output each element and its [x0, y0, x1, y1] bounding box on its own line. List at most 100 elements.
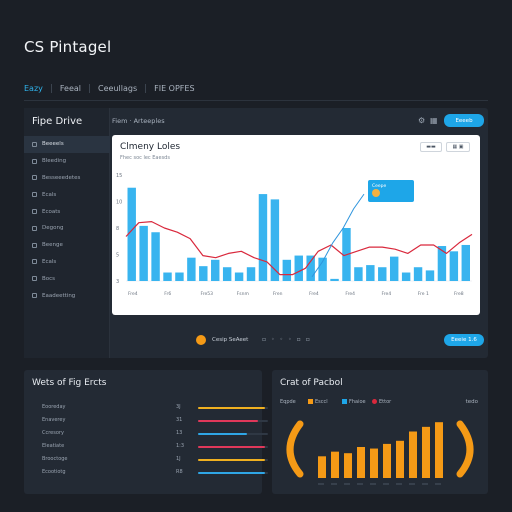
chart-bar[interactable]: [175, 272, 184, 281]
stat-bar: [198, 407, 268, 409]
sidebar-item[interactable]: Beenge: [24, 237, 110, 254]
top-tab[interactable]: FIE OPFES: [145, 84, 202, 93]
orange-bar[interactable]: [422, 426, 430, 478]
stat-row[interactable]: Enaverey 31: [38, 417, 268, 425]
chart-bar[interactable]: [461, 244, 470, 281]
pager-label: Cesip SeAeet: [212, 337, 249, 343]
pager-button[interactable]: Eeeie 1.6: [444, 334, 484, 346]
chart-bar[interactable]: [211, 259, 220, 281]
legend-item[interactable]: Fhaioe: [342, 399, 366, 405]
chart-bar[interactable]: [306, 255, 315, 281]
legend-item[interactable]: Ettor: [372, 399, 391, 405]
chart-bar[interactable]: [139, 225, 148, 281]
stat-label: Enaverey: [42, 417, 66, 423]
tooltip-label: Ceepe: [372, 183, 387, 189]
sidebar-item[interactable]: Ecals: [24, 254, 110, 271]
bars-panel-title: Crat of Pacbol: [280, 378, 343, 388]
orange-bar[interactable]: [435, 422, 443, 478]
pager-controls[interactable]: ▫◦◦◦▫▫: [262, 336, 315, 343]
chart-bar[interactable]: [258, 194, 268, 281]
chart-bar[interactable]: [354, 267, 363, 281]
stat-row[interactable]: Ccresory 13: [38, 430, 268, 438]
chart-bar[interactable]: [330, 278, 339, 281]
chart-bar[interactable]: [425, 270, 435, 281]
grid-icon[interactable]: ▦: [430, 116, 438, 125]
orange-bar[interactable]: [383, 443, 391, 478]
divider: [24, 100, 488, 101]
legend-swatch: [342, 399, 347, 404]
y-tick-label: 3: [116, 279, 119, 285]
chart-bar[interactable]: [282, 259, 292, 281]
top-tab[interactable]: Feeal: [50, 84, 89, 93]
stat-bar-fill: [198, 459, 265, 461]
stat-bar: [198, 420, 268, 422]
stat-label: Ccresory: [42, 430, 64, 436]
sidebar-item[interactable]: Ecoats: [24, 203, 110, 220]
sidebar-item[interactable]: Ecals: [24, 186, 110, 203]
left-arc: [286, 420, 304, 478]
chart-bar[interactable]: [222, 267, 232, 281]
stat-value: 3J: [176, 404, 181, 410]
y-tick-label: 8: [116, 226, 119, 232]
sidebar-item[interactable]: Besseeedetes: [24, 170, 110, 187]
stat-bar-fill: [198, 420, 258, 422]
sidebar-item[interactable]: Bocs: [24, 270, 110, 287]
orange-bar[interactable]: [370, 448, 378, 478]
orange-bar[interactable]: [357, 447, 365, 478]
chart-bar[interactable]: [294, 255, 303, 281]
x-tick-label: Fre8: [454, 291, 464, 297]
primary-button[interactable]: Eeeeb: [444, 114, 484, 127]
x-tick-label: Fre4: [382, 291, 392, 297]
pager: Cesip SeAeet ▫◦◦◦▫▫ Eeeie 1.6: [112, 334, 484, 348]
chart-bar[interactable]: [127, 187, 136, 281]
avatar: [372, 189, 380, 197]
chart-bar[interactable]: [318, 257, 327, 281]
menu-button[interactable]: ▬▬: [420, 142, 442, 152]
breadcrumb[interactable]: Fiem · Arteeples: [112, 117, 165, 125]
chart-bar[interactable]: [389, 256, 399, 281]
chart-bar[interactable]: [270, 199, 280, 281]
top-tab[interactable]: Eazy: [24, 84, 43, 93]
legend-item[interactable]: Esccl: [308, 399, 328, 405]
sidebar-item-label: Ecoats: [42, 208, 61, 215]
orange-bar[interactable]: [318, 456, 326, 478]
sidebar-item-label: Bleeding: [42, 158, 67, 165]
chart-bar[interactable]: [437, 246, 447, 281]
chart-bar[interactable]: [199, 266, 208, 281]
stat-row[interactable]: Ecootiotg R8: [38, 469, 268, 477]
stat-row[interactable]: Brooctoge 1J: [38, 456, 268, 464]
chart-bar[interactable]: [163, 272, 172, 281]
x-tick-label: Fren: [273, 291, 283, 297]
orange-bar[interactable]: [344, 453, 352, 478]
sidebar-item-label: Beenge: [42, 242, 63, 249]
chart-bar[interactable]: [401, 272, 411, 281]
sidebar-item[interactable]: Eaadeetting: [24, 287, 110, 304]
chart-bar[interactable]: [151, 232, 160, 281]
stat-value: 31: [176, 417, 183, 423]
chart-bar[interactable]: [234, 272, 244, 281]
sidebar-item[interactable]: Beeeels: [24, 136, 110, 153]
stats-panel: Wets of Fig Ercts Eooreday 3J Enaverey 31 Cc…: [24, 370, 268, 494]
chart-bar[interactable]: [413, 267, 423, 281]
stat-row[interactable]: Eleatiate 1:3: [38, 443, 268, 451]
stat-label: Brooctoge: [42, 456, 68, 462]
orange-bar[interactable]: [331, 451, 339, 478]
stat-row[interactable]: Eooreday 3J: [38, 404, 268, 412]
top-tab[interactable]: Ceeullags: [89, 84, 145, 93]
chart-bar[interactable]: [246, 267, 256, 281]
orange-bar[interactable]: [396, 440, 404, 478]
stat-value: 1J: [176, 456, 181, 462]
gear-icon[interactable]: ⚙: [418, 116, 426, 125]
sidebar-item[interactable]: Degong: [24, 220, 110, 237]
chart-bar[interactable]: [187, 257, 196, 281]
chart-bar[interactable]: [378, 267, 387, 281]
orange-bar[interactable]: [409, 431, 417, 479]
red-trend-line: [125, 221, 473, 276]
chart-bar[interactable]: [449, 251, 459, 281]
y-tick-label: 15: [116, 173, 122, 179]
blue-trend-line: [311, 193, 365, 278]
y-tick-label: 10: [116, 200, 122, 206]
view-toggle[interactable]: ▦ ▣: [446, 142, 470, 152]
chart-bar[interactable]: [366, 265, 375, 281]
sidebar-item[interactable]: Bleeding: [24, 153, 110, 170]
